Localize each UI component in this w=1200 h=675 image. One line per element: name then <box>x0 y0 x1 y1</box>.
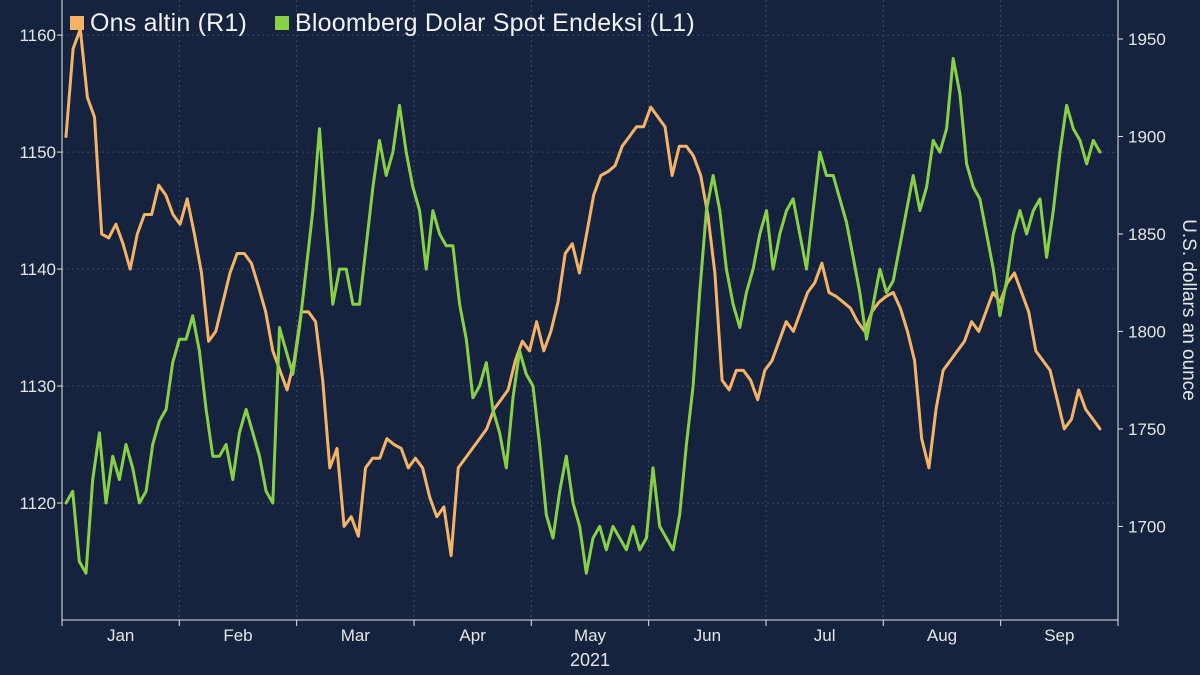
right-tick-label: 1700 <box>1128 517 1166 536</box>
right-tick-label: 1800 <box>1128 322 1166 341</box>
right-tick-label: 1950 <box>1128 30 1166 49</box>
x-tick-label: Sep <box>1044 626 1074 645</box>
legend-swatch-gold <box>70 16 84 30</box>
x-tick-label: Aug <box>927 626 957 645</box>
left-tick-label: 1150 <box>19 143 56 162</box>
x-axis-title: 2021 <box>570 650 610 670</box>
right-tick-label: 1750 <box>1128 420 1166 439</box>
legend-label-dollar: Bloomberg Dolar Spot Endeksi (L1) <box>295 8 695 37</box>
x-tick-label: Jun <box>694 626 721 645</box>
legend-label-gold: Ons altin (R1) <box>90 8 248 37</box>
legend-item-gold: Ons altin (R1) <box>70 9 247 38</box>
left-tick-label: 1120 <box>19 494 56 513</box>
legend-item-dollar: Bloomberg Dolar Spot Endeksi (L1) <box>275 9 695 38</box>
x-tick-label: Feb <box>223 626 252 645</box>
right-axis-title: U.S. dollars an ounce <box>1178 219 1199 401</box>
x-tick-label: Jan <box>107 626 134 645</box>
left-tick-label: 1130 <box>19 377 56 396</box>
tick-labels: 1120 1130 1140 1150 1160 1700 1750 1800 1850 1900… <box>19 26 1199 670</box>
left-tick-label: 1140 <box>19 260 56 279</box>
axes <box>57 0 1123 626</box>
x-tick-label: May <box>574 626 607 645</box>
series-layer <box>64 27 1102 575</box>
legend-swatch-dollar <box>275 16 290 30</box>
left-tick-label: 1160 <box>19 26 56 45</box>
legend: Ons altin (R1) Bloomberg Dolar Spot Ende… <box>70 6 695 40</box>
series-line-gold <box>64 27 1102 558</box>
series-line-dollar-index <box>64 57 1102 575</box>
right-tick-label: 1900 <box>1128 127 1166 146</box>
x-tick-label: Apr <box>459 626 486 645</box>
x-tick-label: Mar <box>341 626 371 645</box>
x-tick-label: Jul <box>814 626 836 645</box>
right-tick-label: 1850 <box>1128 225 1166 244</box>
